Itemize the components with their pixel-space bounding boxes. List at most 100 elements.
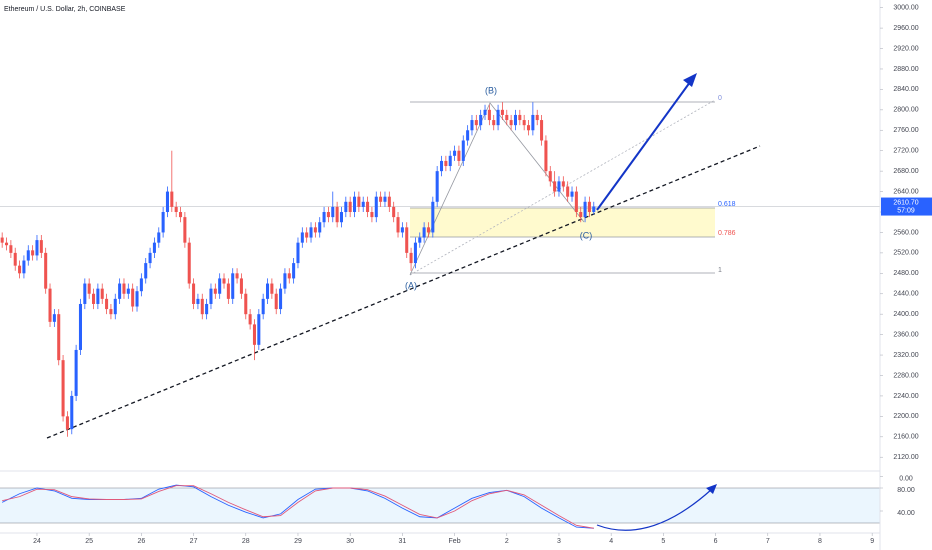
x-tick-label: 9 <box>870 538 874 545</box>
candle-body <box>470 120 474 131</box>
y-tick-label: 2520.00 <box>893 250 918 257</box>
x-tick-label: 30 <box>346 538 354 545</box>
y-tick-label: 2960.00 <box>893 25 918 32</box>
candle-body <box>561 181 565 187</box>
fib-label: 0.618 <box>718 201 736 208</box>
candle-body <box>392 206 396 218</box>
candle-body <box>540 120 544 141</box>
candle-body <box>187 242 191 284</box>
candle-body <box>548 171 552 182</box>
y-tick-label: 2240.00 <box>893 393 918 400</box>
candle-body <box>183 217 187 243</box>
candle-body <box>157 232 161 243</box>
candle-body <box>287 273 291 279</box>
y-tick-label: 2880.00 <box>893 66 918 73</box>
osc-band <box>0 488 880 523</box>
candle-body <box>379 196 383 202</box>
candle-body <box>387 196 391 207</box>
candle-body <box>39 240 43 253</box>
candle-body <box>483 109 487 115</box>
candle-body <box>374 196 378 218</box>
candle-body <box>413 242 417 264</box>
y-tick-label: 2720.00 <box>893 148 918 155</box>
candle-body <box>348 201 352 213</box>
candle-body <box>466 130 470 141</box>
candle-body <box>57 314 61 361</box>
candle-body <box>44 252 48 289</box>
candle-body <box>5 242 9 246</box>
candle-body <box>409 252 413 264</box>
candle-body <box>526 125 531 131</box>
x-tick-label: 3 <box>557 538 561 545</box>
candle-body <box>179 212 183 218</box>
candle-body <box>570 191 574 197</box>
candle-body <box>553 181 557 192</box>
candle-body <box>422 227 426 238</box>
candle-body <box>461 140 465 161</box>
wave-label: (C) <box>580 230 593 240</box>
candle-body <box>426 227 430 233</box>
candle-body <box>92 293 96 304</box>
candle-body <box>52 314 56 322</box>
candle-body <box>31 250 35 256</box>
candle-body <box>135 291 139 307</box>
candle-body <box>492 120 496 126</box>
candle-body <box>313 227 317 233</box>
candle-body <box>18 265 22 274</box>
candle-body <box>70 395 74 430</box>
candle-body <box>65 416 69 430</box>
projection-arrow <box>596 77 694 211</box>
candle-body <box>383 196 387 202</box>
y-tick-label: 2400.00 <box>893 311 918 318</box>
candle-body <box>126 288 130 294</box>
y-tick-label: 80.00 <box>897 487 915 494</box>
x-tick-label: 24 <box>33 538 41 545</box>
candle-body <box>522 120 526 126</box>
candle-body <box>339 212 343 223</box>
candle-body <box>513 114 517 126</box>
candle-body <box>22 260 26 274</box>
candle-body <box>592 206 596 213</box>
candle-body <box>305 232 309 238</box>
candle-body <box>200 298 204 315</box>
fib-zone <box>410 208 715 237</box>
candle-body <box>248 314 252 325</box>
candle-body <box>148 252 152 264</box>
candle-body <box>144 263 148 279</box>
candle-body <box>274 293 278 310</box>
candle-body <box>74 349 78 396</box>
candle-body <box>257 314 261 345</box>
candle-body <box>270 283 274 294</box>
candle-body <box>231 273 235 299</box>
candle-body <box>566 186 570 197</box>
candle-body <box>331 206 335 218</box>
candle-body <box>457 150 461 161</box>
candle-body <box>326 212 330 218</box>
candle-body <box>587 201 591 213</box>
y-tick-label: 2840.00 <box>893 86 918 93</box>
candle-body <box>366 201 370 213</box>
y-tick-label: 2440.00 <box>893 291 918 298</box>
candle-body <box>131 288 135 307</box>
y-tick-label: 2560.00 <box>893 229 918 236</box>
candle-body <box>213 288 217 294</box>
oscillator-line <box>2 485 594 529</box>
candle-body <box>113 298 117 315</box>
candle-body <box>496 109 500 126</box>
candle-body <box>9 245 13 253</box>
candle-body <box>357 196 361 207</box>
candle-body <box>109 309 113 315</box>
x-tick-label: 6 <box>714 538 718 545</box>
y-tick-label: 2760.00 <box>893 127 918 134</box>
candle-body <box>266 283 270 299</box>
candle-body <box>474 120 478 126</box>
candle-body <box>440 160 444 172</box>
wave-label: (A) <box>405 280 417 290</box>
candle-body <box>61 360 65 417</box>
candle-body <box>353 196 357 213</box>
candle-body <box>83 283 87 304</box>
candle-body <box>370 212 374 218</box>
fib-label: 1 <box>718 267 722 274</box>
x-tick-label: 27 <box>190 538 198 545</box>
wave-path <box>409 102 585 276</box>
